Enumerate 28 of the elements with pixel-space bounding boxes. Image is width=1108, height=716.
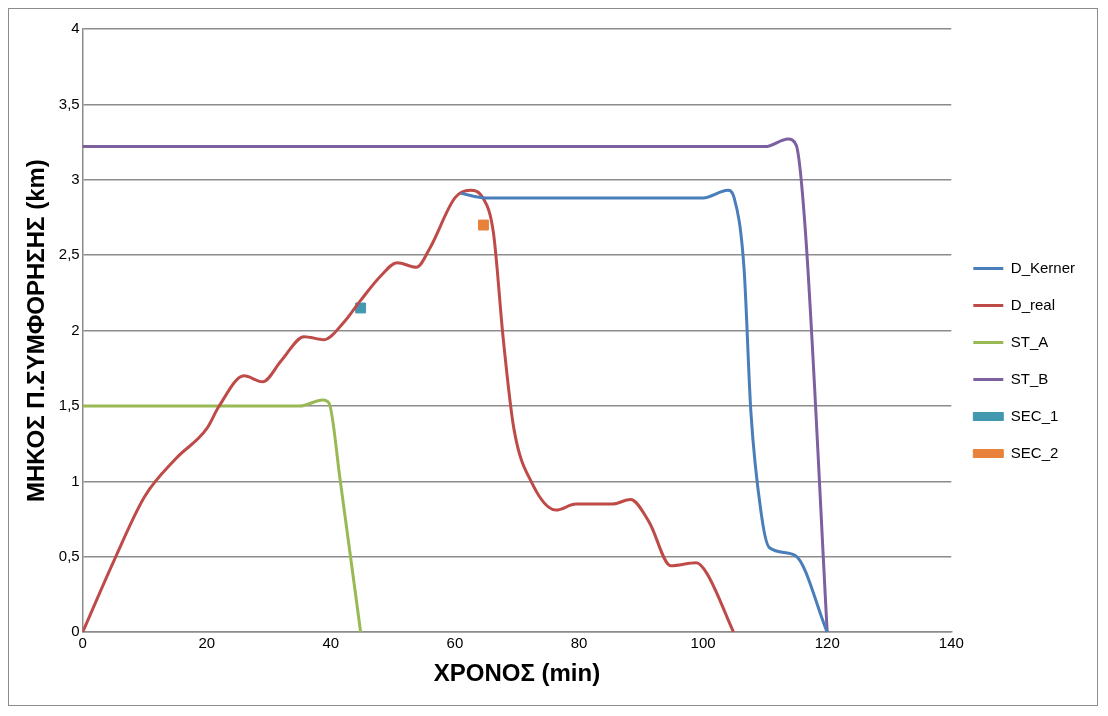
y-tick-label: 0 xyxy=(71,622,80,640)
line-series xyxy=(459,188,829,633)
y-tick-label: 4 xyxy=(71,19,80,37)
y-axis-title: ΜΗΚΟΣ Π.ΣΥΜΦΟΡΗΣΗΣ (km) xyxy=(22,159,50,503)
y-tick-label: 2 xyxy=(71,320,80,338)
x-tick-label: 120 xyxy=(814,634,840,652)
legend-label: SEC_1 xyxy=(1010,406,1059,424)
x-tick-label: 80 xyxy=(570,634,588,652)
x-tick-label: 60 xyxy=(446,634,464,652)
legend-label: SEC_2 xyxy=(1010,443,1059,461)
x-tick-label: 20 xyxy=(198,634,216,652)
legend-label: D_real xyxy=(1010,295,1055,313)
legend-label: D_Kerner xyxy=(1010,258,1076,276)
y-tick-label: 3 xyxy=(71,169,80,187)
line-series xyxy=(82,188,736,633)
x-axis-title: ΧΡΟΝΟΣ (min) xyxy=(433,659,601,687)
line-series xyxy=(82,137,829,633)
x-tick-label: 40 xyxy=(322,634,340,652)
x-tick-label: 100 xyxy=(690,634,716,652)
y-tick-label: 0,5 xyxy=(58,546,80,564)
x-tick-label: 140 xyxy=(938,634,964,652)
line-series xyxy=(82,398,363,633)
legend-label: ST_A xyxy=(1010,332,1049,350)
y-tick-label: 3,5 xyxy=(58,94,80,112)
y-tick-label: 1 xyxy=(71,471,80,489)
legend-label: ST_B xyxy=(1010,369,1049,387)
y-tick-label: 1,5 xyxy=(58,396,80,414)
y-tick-label: 2,5 xyxy=(58,245,80,263)
